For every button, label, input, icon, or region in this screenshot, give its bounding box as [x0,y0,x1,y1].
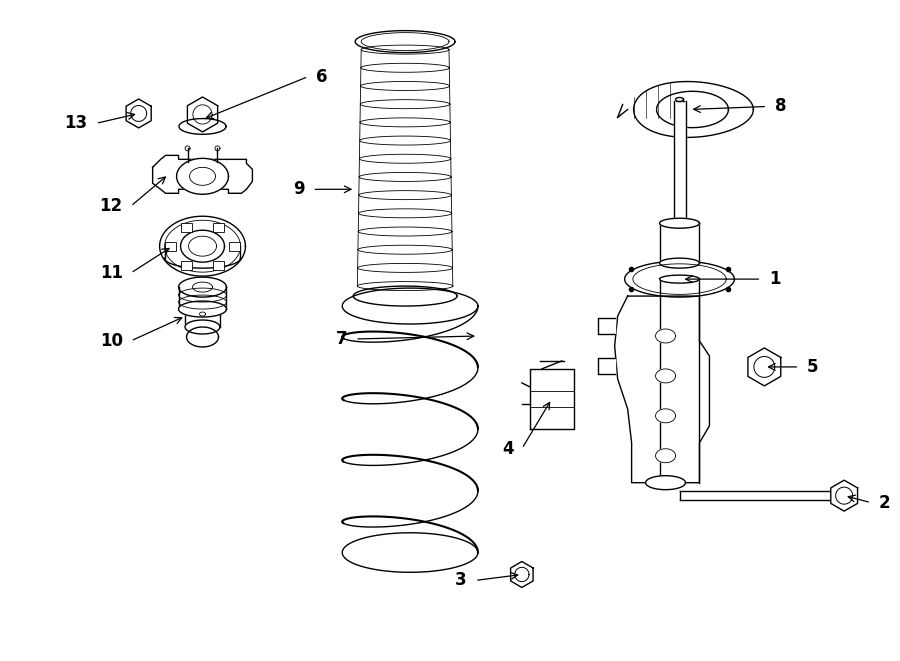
Bar [181,223,192,231]
Polygon shape [655,329,676,343]
Polygon shape [187,97,218,132]
Polygon shape [657,91,728,128]
Polygon shape [358,227,452,236]
Text: 9: 9 [292,180,304,198]
Polygon shape [660,279,699,483]
Polygon shape [634,81,753,137]
Polygon shape [530,369,573,429]
Polygon shape [359,154,451,163]
Polygon shape [360,100,450,108]
Polygon shape [660,218,699,228]
Text: 5: 5 [807,358,819,376]
Polygon shape [153,155,252,193]
Polygon shape [359,173,451,181]
Polygon shape [676,97,683,102]
Polygon shape [660,223,699,263]
Polygon shape [360,118,450,127]
Polygon shape [831,480,858,511]
Polygon shape [185,309,220,327]
Bar [181,260,192,270]
Polygon shape [361,63,449,72]
Polygon shape [673,102,686,223]
Polygon shape [178,301,227,317]
Bar [165,242,176,251]
Text: 13: 13 [65,114,88,132]
Polygon shape [655,409,676,423]
Polygon shape [353,286,457,306]
Text: 10: 10 [100,332,122,350]
Polygon shape [357,264,453,272]
Text: 1: 1 [770,270,781,288]
Polygon shape [598,318,615,334]
Polygon shape [361,45,449,54]
Polygon shape [360,136,451,145]
Polygon shape [357,282,453,291]
Polygon shape [660,258,699,268]
Polygon shape [126,99,151,128]
Polygon shape [186,327,219,347]
Polygon shape [159,216,246,276]
Bar [213,260,224,270]
Polygon shape [179,118,226,134]
Polygon shape [598,358,615,374]
Polygon shape [655,369,676,383]
Text: 7: 7 [336,330,347,348]
Text: 3: 3 [455,572,467,590]
Text: 4: 4 [502,440,514,458]
Text: 11: 11 [100,264,122,282]
Text: 12: 12 [100,197,122,215]
Polygon shape [178,277,227,297]
Polygon shape [655,449,676,463]
Text: 8: 8 [775,97,787,116]
Polygon shape [178,287,227,309]
Polygon shape [359,190,452,200]
Polygon shape [358,245,452,254]
Polygon shape [185,320,220,334]
Text: 6: 6 [316,67,328,85]
Polygon shape [748,348,781,386]
Bar [213,223,224,231]
Polygon shape [645,476,686,490]
Polygon shape [660,275,699,283]
Polygon shape [625,261,734,297]
Polygon shape [176,159,229,194]
Polygon shape [510,561,533,588]
Polygon shape [358,209,452,218]
Polygon shape [680,491,829,500]
Polygon shape [181,230,224,262]
Polygon shape [361,81,450,91]
Text: 2: 2 [879,494,891,512]
Bar [229,242,240,251]
Polygon shape [342,288,478,324]
Polygon shape [342,533,478,572]
Polygon shape [615,296,709,483]
Polygon shape [165,246,240,268]
Polygon shape [356,30,455,53]
